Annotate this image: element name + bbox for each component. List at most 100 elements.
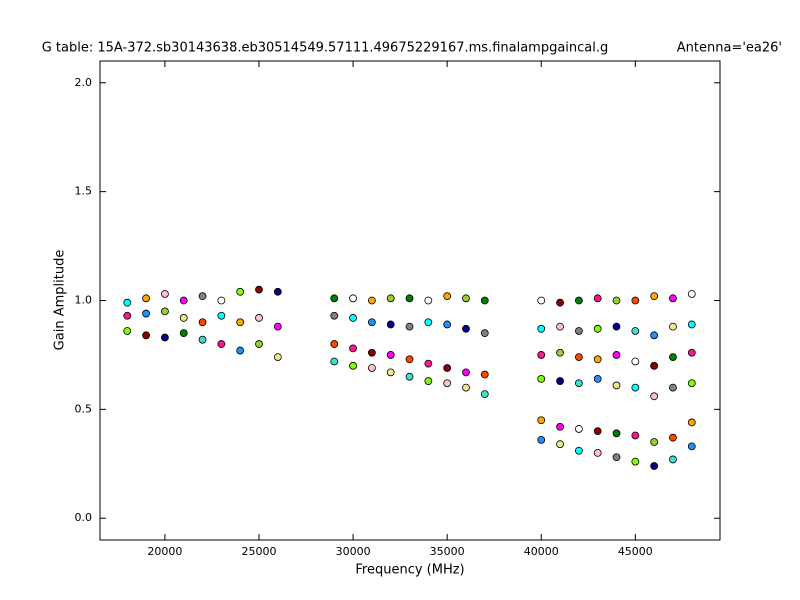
y-tick-label: 0.0 <box>75 511 93 524</box>
data-point <box>650 438 659 446</box>
data-point <box>424 318 433 327</box>
data-point <box>612 381 621 390</box>
data-point <box>669 433 677 442</box>
data-point <box>612 351 621 359</box>
data-point <box>273 287 282 296</box>
data-point <box>669 383 677 392</box>
data-point <box>123 311 132 320</box>
x-tick-label: 40000 <box>524 545 559 558</box>
data-point <box>593 427 602 436</box>
data-point <box>574 379 583 388</box>
data-point <box>480 390 489 399</box>
data-point <box>556 377 564 385</box>
data-point <box>556 322 564 331</box>
data-point <box>650 292 659 301</box>
data-point <box>123 327 132 335</box>
data-point <box>255 340 263 348</box>
data-point <box>687 320 696 329</box>
data-point <box>443 379 452 388</box>
data-point <box>217 311 226 320</box>
data-point <box>631 296 640 305</box>
data-point <box>273 353 282 362</box>
data-point <box>405 372 414 381</box>
data-point <box>405 355 414 364</box>
data-point <box>537 351 546 359</box>
data-point <box>330 294 339 303</box>
data-point <box>480 370 489 379</box>
data-point <box>556 422 564 431</box>
data-point <box>424 296 433 305</box>
data-point <box>386 294 395 303</box>
data-point <box>669 353 677 362</box>
data-point <box>142 331 151 340</box>
data-point <box>537 416 546 425</box>
x-tick-label: 30000 <box>336 545 371 558</box>
chart-title: G table: 15A-372.sb30143638.eb30514549.5… <box>42 41 609 56</box>
data-point <box>161 333 169 342</box>
data-point <box>179 314 188 322</box>
data-point <box>462 324 470 333</box>
data-point <box>593 355 602 364</box>
y-axis-label: Gain Amplitude <box>53 250 68 351</box>
y-tick-label: 1.5 <box>75 185 93 198</box>
data-point <box>574 327 583 335</box>
data-point <box>537 374 546 383</box>
x-axis-label: Frequency (MHz) <box>355 563 464 578</box>
data-point <box>349 314 357 322</box>
data-point <box>255 314 263 322</box>
data-point <box>612 429 621 438</box>
data-point <box>650 331 659 340</box>
data-point <box>367 296 376 305</box>
data-point <box>462 294 470 303</box>
data-point <box>255 285 263 294</box>
data-point <box>142 294 151 303</box>
data-point <box>537 296 546 305</box>
data-point <box>424 359 433 368</box>
data-point <box>198 292 207 301</box>
data-point <box>669 322 677 331</box>
data-point <box>593 374 602 383</box>
data-point <box>556 440 564 449</box>
data-point <box>593 294 602 303</box>
data-point <box>537 435 546 444</box>
data-point <box>687 348 696 357</box>
data-point <box>330 357 339 366</box>
data-point <box>198 318 207 327</box>
data-point <box>217 296 226 305</box>
data-point <box>462 368 470 377</box>
data-point <box>443 364 452 372</box>
data-point <box>669 294 677 303</box>
data-point <box>537 324 546 333</box>
data-point <box>330 311 339 320</box>
data-point <box>198 335 207 344</box>
data-point <box>367 318 376 327</box>
data-point <box>386 368 395 377</box>
data-point <box>650 462 659 470</box>
data-point <box>123 298 132 307</box>
data-point <box>367 364 376 372</box>
data-point <box>631 431 640 440</box>
data-point <box>574 296 583 305</box>
data-point <box>556 348 564 357</box>
data-point <box>462 383 470 392</box>
plot-frame <box>99 60 721 541</box>
data-point <box>142 309 151 318</box>
data-point <box>349 294 357 303</box>
data-point <box>330 340 339 348</box>
data-point <box>480 329 489 338</box>
data-point <box>273 322 282 331</box>
x-tick-label: 45000 <box>618 545 653 558</box>
y-tick-label: 0.5 <box>75 402 93 415</box>
data-point <box>443 320 452 329</box>
data-point <box>386 320 395 329</box>
data-point <box>349 361 357 370</box>
data-point <box>593 324 602 333</box>
data-point <box>480 296 489 305</box>
data-point <box>687 418 696 427</box>
data-point <box>424 377 433 385</box>
data-point <box>405 322 414 331</box>
antenna-label: Antenna='ea26' <box>677 41 782 56</box>
data-point <box>612 453 621 462</box>
